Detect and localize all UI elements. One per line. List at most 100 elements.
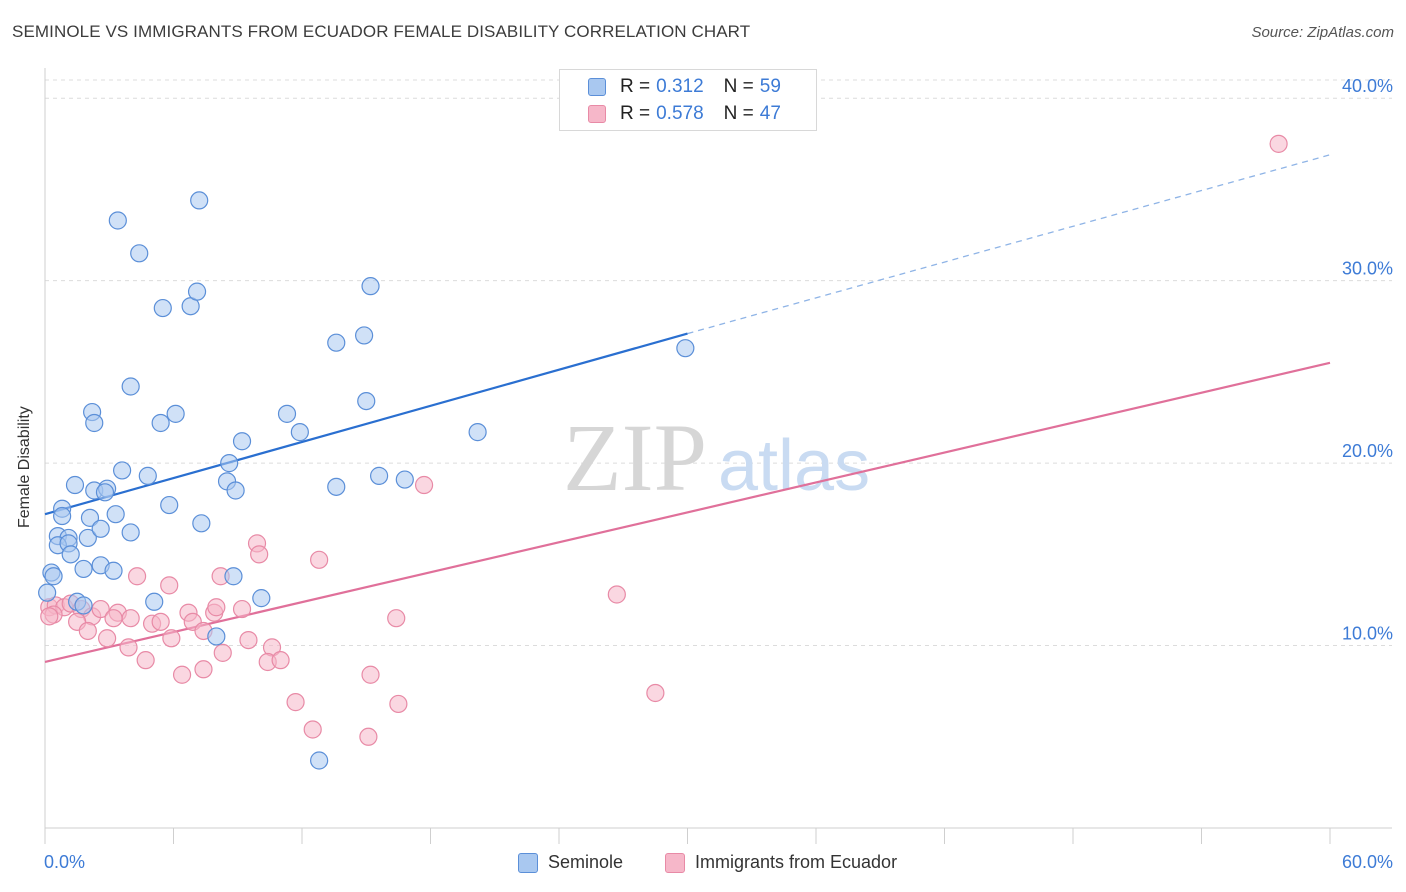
- data-point-seminole: [224, 567, 243, 586]
- data-point-ecuador: [151, 612, 170, 631]
- data-point-seminole: [138, 466, 157, 485]
- data-point-ecuador: [194, 660, 213, 679]
- legend-swatch-blue: [518, 852, 538, 873]
- legend-swatch-blue: [588, 78, 606, 96]
- data-point-ecuador: [361, 665, 380, 684]
- data-point-seminole: [226, 481, 245, 500]
- data-point-seminole: [65, 475, 85, 495]
- data-point-ecuador: [127, 567, 147, 586]
- grid-lines: [45, 79, 1392, 647]
- legend-item-ecuador[interactable]: Immigrants from Ecuador: [665, 852, 897, 873]
- data-point-ecuador: [389, 694, 408, 714]
- data-point-seminole: [192, 514, 211, 533]
- y-axis-label: Female Disability: [16, 406, 33, 528]
- data-point-seminole: [53, 506, 72, 526]
- legend-n-value: 59: [759, 76, 781, 97]
- data-point-seminole: [108, 211, 127, 230]
- data-point-ecuador: [239, 630, 258, 650]
- data-point-seminole: [676, 339, 695, 358]
- data-point-seminole: [370, 466, 389, 485]
- data-point-ecuador: [359, 727, 378, 746]
- data-point-seminole: [74, 596, 93, 615]
- legend-row-seminole: R = 0.312 N = 59: [560, 74, 781, 100]
- trend-lines: [44, 154, 1331, 664]
- data-point-ecuador: [40, 607, 59, 626]
- data-point-ecuador: [78, 621, 97, 641]
- data-point-ecuador: [646, 683, 665, 703]
- data-point-seminole: [327, 333, 346, 352]
- data-point-seminole: [104, 561, 123, 580]
- data-point-ecuador: [303, 720, 322, 739]
- data-point-seminole: [121, 377, 140, 396]
- x-tick-label: 0.0%: [44, 852, 85, 872]
- data-point-ecuador: [607, 585, 626, 604]
- x-tick-label: 60.0%: [1342, 852, 1393, 872]
- legend-r-label: R =: [620, 76, 651, 97]
- data-point-seminole: [145, 592, 164, 611]
- series-legend: Seminole Immigrants from Ecuador: [0, 852, 1406, 876]
- axes: [44, 68, 1392, 844]
- data-point-ecuador: [162, 629, 181, 648]
- data-point-seminole: [310, 751, 329, 770]
- legend-label-seminole: Seminole: [548, 852, 624, 872]
- data-point-seminole: [61, 545, 80, 564]
- data-point-seminole: [357, 391, 376, 411]
- data-point-ecuador: [207, 598, 226, 617]
- data-point-seminole: [252, 589, 271, 608]
- data-point-seminole: [91, 519, 110, 538]
- watermark-zip: ZIP: [563, 404, 707, 511]
- data-point-ecuador: [91, 599, 110, 619]
- legend-r-value: 0.312: [656, 76, 704, 97]
- data-point-ecuador: [286, 693, 305, 712]
- data-point-seminole: [78, 528, 97, 548]
- legend-row-ecuador: R = 0.578 N = 47: [560, 101, 781, 127]
- trend-line-seminole-extension: [687, 154, 1331, 335]
- data-point-ecuador: [271, 651, 290, 670]
- legend-item-seminole[interactable]: Seminole: [518, 852, 623, 873]
- source-label: Source: ZipAtlas.com: [1251, 24, 1394, 41]
- data-point-ecuador: [414, 475, 434, 495]
- data-point-seminole: [106, 505, 125, 524]
- tick-labels: 10.0% 20.0% 30.0% 40.0% 0.0% 60.0%: [44, 76, 1393, 872]
- data-point-ecuador: [250, 545, 269, 564]
- data-point-seminole: [207, 627, 226, 646]
- series-seminole: [38, 191, 695, 770]
- watermark: ZIP atlas: [563, 404, 870, 511]
- data-point-seminole: [220, 454, 239, 473]
- trend-line-ecuador: [44, 361, 1331, 664]
- data-point-seminole: [80, 508, 100, 527]
- data-point-seminole: [74, 559, 93, 579]
- data-point-seminole: [153, 298, 172, 318]
- data-point-seminole: [166, 404, 185, 423]
- legend-r-value: 0.578: [656, 103, 704, 124]
- data-point-seminole: [232, 432, 252, 451]
- data-point-ecuador: [98, 629, 117, 648]
- data-point-seminole: [395, 470, 414, 489]
- data-point-ecuador: [136, 651, 155, 670]
- y-tick-label: 20.0%: [1342, 441, 1393, 461]
- data-point-seminole: [361, 277, 380, 296]
- data-point-ecuador: [310, 550, 329, 569]
- data-point-ecuador: [232, 599, 252, 619]
- legend-swatch-pink: [588, 105, 606, 123]
- legend-label-ecuador: Immigrants from Ecuador: [695, 852, 898, 872]
- y-tick-label: 40.0%: [1342, 76, 1393, 96]
- data-point-seminole: [121, 523, 140, 542]
- data-point-seminole: [151, 413, 170, 433]
- legend-n-label: N =: [723, 103, 754, 124]
- data-point-ecuador: [104, 609, 123, 628]
- data-point-seminole: [277, 404, 297, 423]
- series-immigrants-from-ecuador: [40, 134, 1288, 746]
- data-point-ecuador: [121, 609, 140, 628]
- legend-n-label: N =: [723, 76, 754, 97]
- correlation-legend: R = 0.312 N = 59 R = 0.578 N = 47: [559, 69, 817, 131]
- data-point-ecuador: [119, 638, 138, 657]
- data-point-seminole: [130, 244, 149, 263]
- legend-n-value: 47: [759, 103, 781, 124]
- data-point-ecuador: [172, 665, 192, 684]
- legend-r-label: R =: [620, 103, 651, 124]
- data-point-seminole: [290, 423, 309, 442]
- data-point-seminole: [95, 483, 115, 502]
- data-point-seminole: [468, 423, 487, 442]
